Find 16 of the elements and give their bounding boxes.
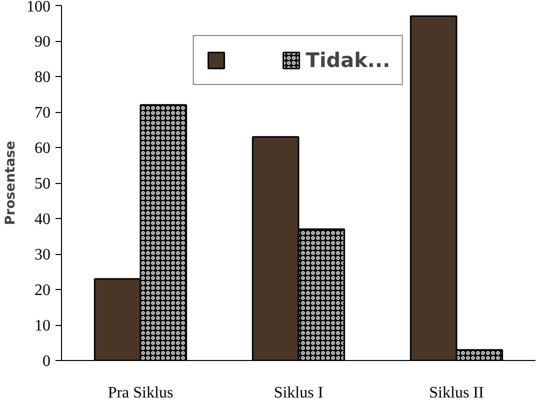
- y-tick-label: 70: [34, 104, 50, 122]
- y-tick-label: 60: [34, 140, 50, 157]
- y-axis-title: Prosentase: [4, 140, 18, 226]
- x-tick-label: Siklus II: [429, 384, 484, 402]
- y-tick-label: 20: [34, 282, 50, 299]
- y-tick-label: 80: [34, 69, 50, 86]
- y-tick-label: 10: [34, 318, 50, 334]
- legend-label: Tidak...: [306, 48, 390, 72]
- y-tick-label: 0: [42, 353, 50, 370]
- y-tick-label: 100: [26, 0, 50, 16]
- y-tick-label: 50: [34, 176, 50, 192]
- y-tick-label: 30: [34, 246, 50, 264]
- y-tick-label: 90: [34, 34, 50, 50]
- x-tick-label: Siklus I: [274, 384, 324, 402]
- x-tick-label: Pra Siklus: [108, 384, 174, 402]
- y-tick-label: 40: [34, 211, 50, 228]
